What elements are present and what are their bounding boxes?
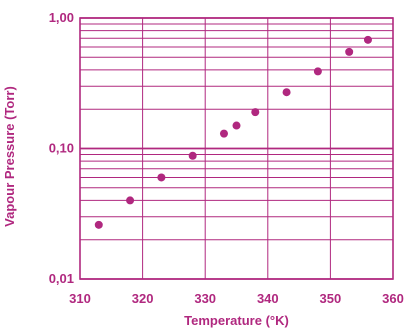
data-point xyxy=(363,35,372,44)
data-points xyxy=(94,35,372,229)
grid xyxy=(79,17,394,280)
plot-frame xyxy=(79,17,394,280)
data-point xyxy=(94,220,103,229)
y-tick-label: 0,10 xyxy=(49,141,74,156)
x-tick-labels: 310 320 330 340 350 360 xyxy=(69,291,404,306)
x-tick-label: 330 xyxy=(194,291,216,306)
data-point xyxy=(313,67,322,76)
data-point xyxy=(345,47,354,56)
x-tick-label: 340 xyxy=(257,291,279,306)
data-point xyxy=(188,151,197,160)
data-point xyxy=(251,108,260,117)
y-tick-label: 0,01 xyxy=(49,271,74,286)
y-tick-labels: 0,01 0,10 1,00 xyxy=(49,10,74,286)
x-tick-label: 350 xyxy=(320,291,342,306)
plot-border xyxy=(79,17,394,280)
y-axis-label: Vapour Pressure (Torr) xyxy=(2,86,17,227)
data-point xyxy=(157,173,166,182)
x-tick-label: 320 xyxy=(132,291,154,306)
data-point xyxy=(219,129,228,138)
data-point xyxy=(232,121,241,130)
data-point xyxy=(282,88,291,97)
data-point xyxy=(126,196,135,205)
x-tick-label: 360 xyxy=(382,291,404,306)
x-axis-label: Temperature (°K) xyxy=(184,313,289,328)
x-tick-label: 310 xyxy=(69,291,91,306)
y-tick-label: 1,00 xyxy=(49,10,74,25)
